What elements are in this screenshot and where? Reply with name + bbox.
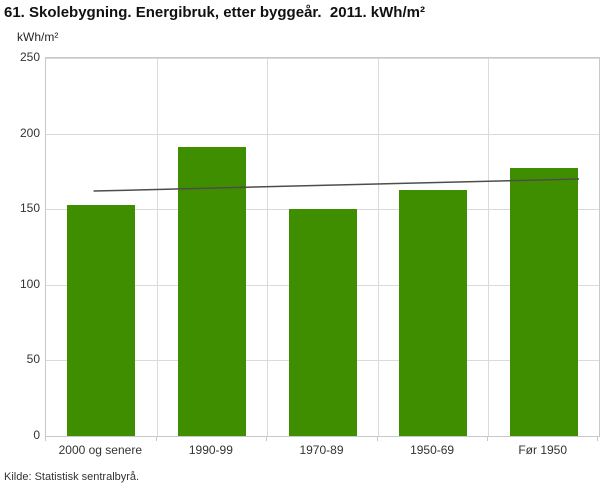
x-axis-ticks	[45, 437, 600, 442]
x-axis-tick-mark	[266, 437, 268, 441]
x-axis-label-1990-99: 1990-99	[188, 443, 233, 457]
vertical-gridline	[267, 58, 269, 436]
vertical-gridline	[488, 58, 490, 436]
y-axis-tick-label: 50	[26, 352, 40, 367]
x-axis-tick-mark	[376, 437, 378, 441]
x-axis-label-Før 1950: Før 1950	[518, 443, 568, 457]
plot-area	[45, 57, 600, 437]
y-axis-tick-label: 0	[33, 428, 40, 442]
bar-Før 1950	[509, 168, 578, 436]
y-axis-unit-label: kWh/m²	[17, 30, 59, 44]
x-axis-label-2000 og senere: 2000 og senere	[58, 443, 142, 457]
bar-1950-69	[399, 189, 468, 436]
chart-title: 61. Skolebygning. Energibruk, etter bygg…	[4, 4, 425, 21]
y-axis-tick-label: 200	[19, 125, 40, 140]
vertical-gridline	[377, 58, 379, 436]
horizontal-gridline	[46, 133, 599, 135]
y-axis: 0 50 100 150 200 250	[0, 50, 40, 442]
x-axis-tick-mark	[597, 437, 598, 441]
source-text: Kilde: Statistisk sentralbyrå.	[4, 471, 140, 483]
bar-1970-89	[288, 209, 357, 436]
x-axis-label-1970-89: 1970-89	[299, 443, 344, 457]
y-axis-tick-label: 150	[19, 201, 40, 216]
x-axis-tick-mark	[45, 437, 46, 441]
x-axis: 2000 og senere 1990-99 1970-89 1950-69 Før 1…	[45, 443, 600, 459]
horizontal-gridline	[46, 58, 599, 59]
bar-2000 og senere	[67, 204, 136, 436]
x-axis-label-1950-69: 1950-69	[410, 443, 455, 457]
x-axis-tick-mark	[155, 437, 157, 441]
bar-1990-99	[177, 147, 246, 436]
y-axis-tick-label: 100	[19, 276, 40, 291]
trend-line	[93, 178, 580, 192]
y-axis-tick-label: 250	[19, 50, 40, 64]
vertical-gridline	[156, 58, 158, 436]
x-axis-tick-mark	[487, 437, 489, 441]
